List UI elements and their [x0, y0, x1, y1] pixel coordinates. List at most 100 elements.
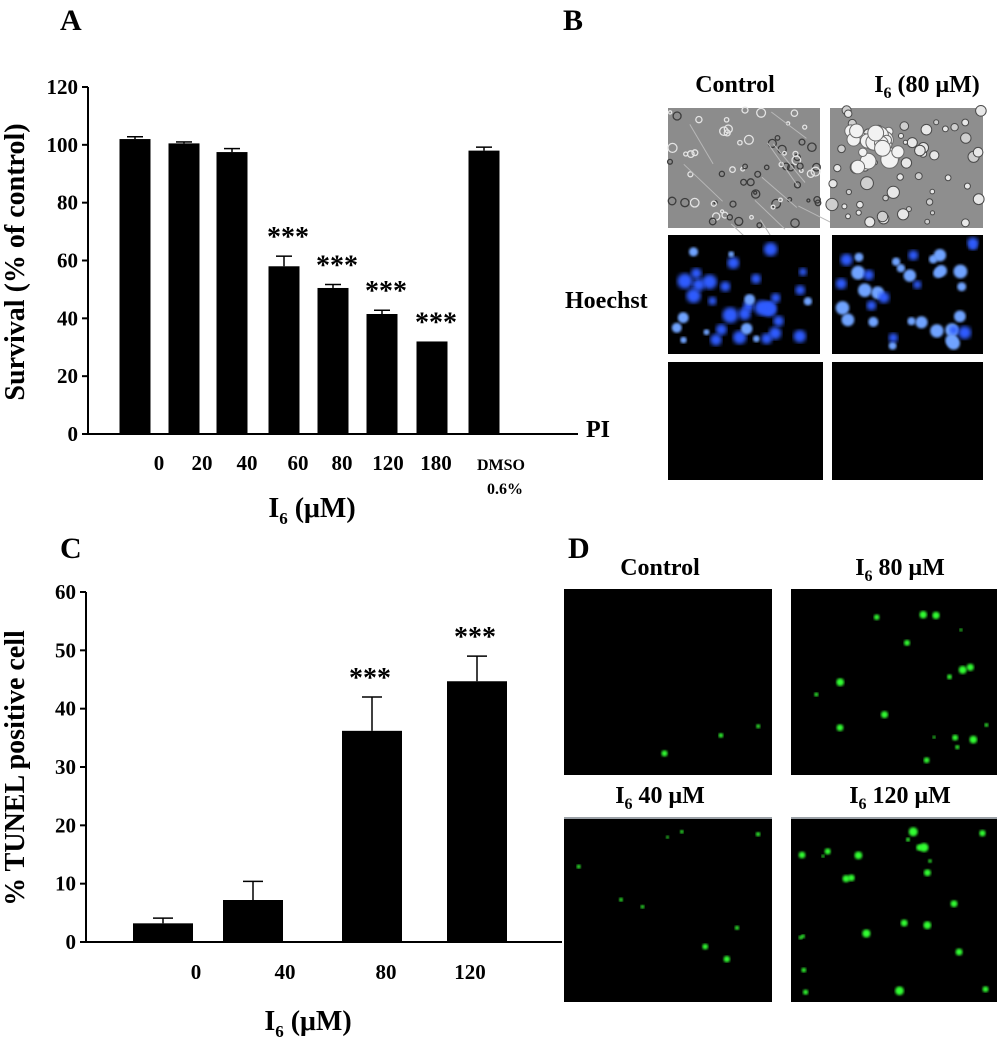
chart-c-xlabel-main: I: [264, 1006, 275, 1037]
micrograph-tunel-control: [564, 589, 772, 775]
chart-c-ytick-label: 30: [55, 755, 76, 779]
chart-c-xtick-label: 120: [454, 960, 486, 984]
chart-a-xtick-label: 120: [372, 451, 404, 475]
chart-c-ytick-label: 60: [55, 580, 76, 604]
chart-c-bar: [447, 681, 507, 942]
chart-a-ytick-label: 60: [57, 249, 78, 273]
panel-letter-d: D: [568, 532, 590, 565]
chart-c-bar: [342, 730, 402, 942]
panel-d-label-40-sub: 6: [625, 796, 633, 813]
chart-a-bar: [366, 313, 398, 434]
panel-b-col-control: Control: [695, 72, 775, 98]
chart-a-xtick-label: 0.6%: [487, 481, 523, 498]
panel-b-col-treated-sub: 6: [884, 85, 892, 102]
chart-c-xlabel-sub: 6: [275, 1022, 284, 1038]
chart-a-xlabel-sub: 6: [279, 509, 288, 528]
chart-a-xtick-label: 60: [288, 451, 309, 475]
chart-c-xtick-label: 80: [376, 960, 397, 984]
chart-a-xlabel-rest: (μM): [288, 493, 356, 524]
panel-b-col-treated-main: I: [874, 72, 883, 98]
chart-a-bar: [168, 143, 200, 434]
micrograph-pi-treated: [832, 362, 983, 480]
chart-a-y-ticks: 0 20 40 60 80 100 120: [47, 75, 88, 446]
chart-a-ytick-label: 100: [47, 133, 79, 157]
panel-d-label-120-sub: 6: [859, 796, 867, 813]
chart-a-xtick-label: 20: [192, 451, 213, 475]
micrograph-pi-control: [668, 362, 823, 480]
chart-c-xtick-label: 40: [275, 960, 296, 984]
panel-letter-b: B: [563, 4, 583, 37]
panel-d-label-120-rest: 120 μM: [867, 783, 951, 809]
chart-a-ytick-label: 20: [57, 364, 78, 388]
chart-c-bar: [133, 923, 193, 942]
panel-d-label-80-main: I: [855, 555, 864, 581]
micrograph-hoechst-control: [668, 235, 820, 354]
chart-c-xlabel: I6 (μM): [264, 1006, 351, 1038]
chart-c-ytick-label: 0: [66, 930, 77, 954]
panel-letter-a: A: [60, 4, 82, 37]
chart-a-bar: [119, 139, 151, 435]
panel-d-label-80-sub: 6: [865, 568, 873, 585]
chart-c-significance: ***: [349, 663, 391, 694]
panel-b-row-pi: PI: [586, 417, 610, 443]
chart-c-bars: *** ***: [133, 622, 507, 942]
chart-a-ytick-label: 80: [57, 191, 78, 215]
chart-a-bar: [468, 150, 500, 434]
chart-a-significance: ***: [415, 307, 457, 338]
chart-a-xtick-label: 80: [332, 451, 353, 475]
chart-c-ytick-label: 10: [55, 872, 76, 896]
micrograph-tunel-80: [791, 589, 997, 775]
panel-letter-c: C: [60, 532, 82, 565]
panel-d-label-120-main: I: [849, 783, 858, 809]
micrograph-tunel-120: [791, 817, 997, 1002]
chart-c-y-ticks: 0 10 20 30 40 50 60: [55, 580, 86, 954]
chart-a-ylabel: Survival (% of control): [0, 123, 31, 400]
panel-d-label-control: Control: [620, 555, 700, 581]
panel-d-label-40-rest: 40 μM: [633, 783, 705, 809]
chart-a-bar: [416, 341, 448, 434]
chart-a-ytick-label: 40: [57, 306, 78, 330]
chart-c-ylabel: % TUNEL positive cell: [0, 630, 31, 906]
chart-a-xtick-label: 0: [154, 451, 165, 475]
panel-d-label-120: I6 120 μM: [849, 783, 951, 813]
panel-d: Control I6 80 μM I6 40 μM I6 120 μM: [564, 555, 997, 1002]
panel-d-label-80-rest: 80 μM: [873, 555, 945, 581]
chart-a-significance: ***: [316, 251, 358, 282]
chart-a-significance: ***: [267, 222, 309, 253]
micrograph-tunel-40: [564, 817, 772, 1002]
panel-d-label-40-main: I: [615, 783, 624, 809]
panel-b-col-treated: I6 (80 μM): [874, 72, 980, 102]
micrograph-hoechst-treated: [832, 235, 983, 354]
chart-a-bar: [216, 152, 248, 434]
panel-d-label-40: I6 40 μM: [615, 783, 705, 813]
chart-c: 0 10 20 30 40 50 60 *** *** 0 40 80 120 % TUNEL po…: [0, 580, 562, 1038]
panel-b: Control I6 (80 μM) Hoechst PI: [565, 72, 987, 480]
chart-c-significance: ***: [454, 622, 496, 653]
chart-a-x-ticks: 0 20 40 60 80 120 180 DMSO 0.6%: [154, 451, 525, 498]
micrograph-phase-treated: [825, 105, 987, 228]
chart-a-significance: ***: [365, 276, 407, 307]
chart-a-ytick-label: 120: [47, 75, 79, 99]
chart-c-bar: [223, 900, 283, 942]
panel-b-col-treated-rest: (80 μM): [892, 72, 980, 98]
chart-c-xlabel-rest: (μM): [284, 1006, 352, 1037]
chart-a-xtick-label: 180: [420, 451, 452, 475]
chart-c-x-ticks: 0 40 80 120: [191, 960, 486, 984]
chart-c-xtick-label: 0: [191, 960, 202, 984]
chart-a-bar: [268, 266, 300, 434]
chart-c-ytick-label: 40: [55, 697, 76, 721]
panel-b-row-hoechst: Hoechst: [565, 288, 648, 314]
panel-d-label-80: I6 80 μM: [855, 555, 945, 585]
chart-a-xtick-label: 40: [237, 451, 258, 475]
chart-a-bars: ************: [119, 135, 500, 435]
chart-c-ytick-label: 50: [55, 638, 76, 662]
chart-a-ytick-label: 0: [68, 422, 79, 446]
chart-a-xlabel-main: I: [268, 493, 279, 524]
chart-a-bar: [317, 287, 349, 434]
chart-c-ytick-label: 20: [55, 813, 76, 837]
chart-a-xtick-label: DMSO: [477, 457, 525, 474]
chart-a-xlabel: I6 (μM): [268, 493, 355, 528]
